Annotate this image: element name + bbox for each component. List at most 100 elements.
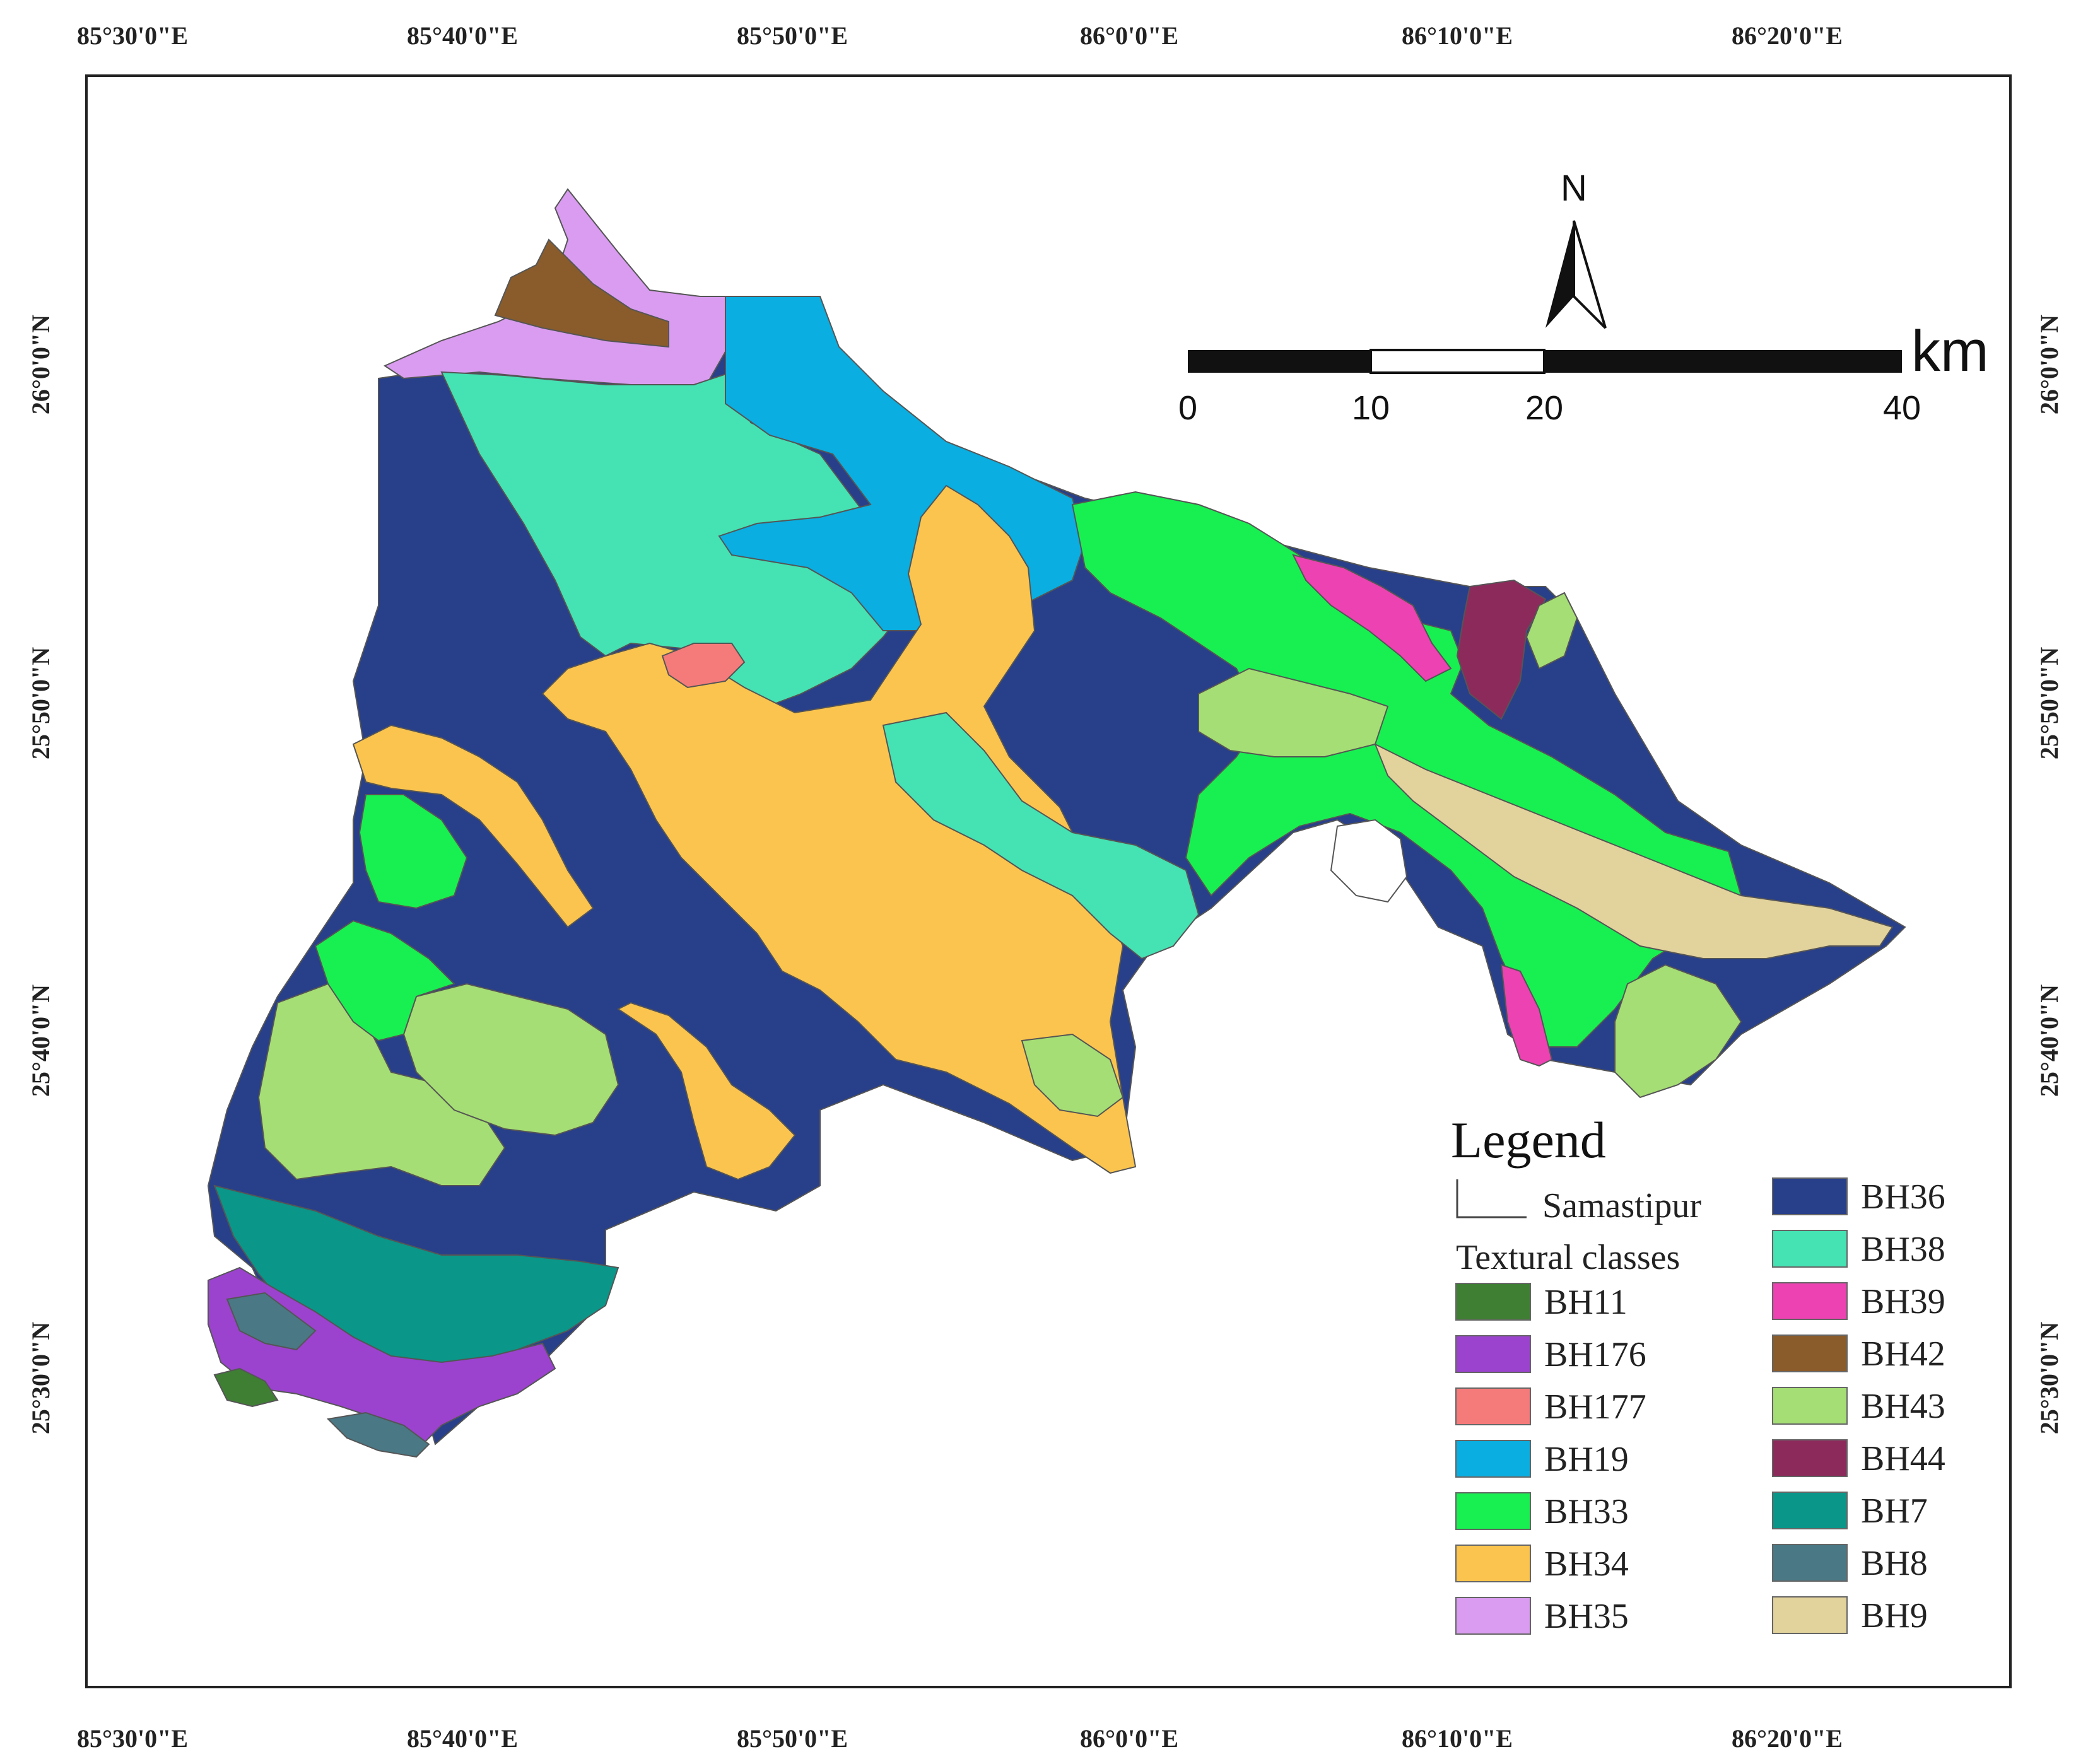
samastipur-district xyxy=(207,188,1906,1458)
legend-swatch-bh9 xyxy=(1772,1596,1848,1634)
region-BH42 xyxy=(494,238,669,348)
legend-swatch-bh33 xyxy=(1455,1492,1531,1530)
bottom-tick-label: 86°0'0"E xyxy=(1080,1724,1178,1753)
region-BH8-a xyxy=(226,1292,317,1351)
boundary-label: Samastipur xyxy=(1542,1186,1701,1225)
boundary-symbol xyxy=(1456,1179,1527,1218)
region-BH39-south xyxy=(1500,964,1553,1067)
legend-title: Legend xyxy=(1451,1111,1606,1169)
scale-unit: km xyxy=(1911,319,1989,383)
region-BH43-midsouth xyxy=(1021,1033,1124,1118)
legend-label-bh9: BH9 xyxy=(1861,1596,1928,1635)
top-tick-label: 85°40'0"E xyxy=(407,21,518,50)
bottom-tick-label: 85°30'0"E xyxy=(77,1724,188,1753)
region-BH34-west xyxy=(352,724,594,928)
legend-swatch-bh39 xyxy=(1772,1282,1848,1320)
bottom-tick-labels: 85°30'0"E 85°40'0"E 85°50'0"E 86°0'0"E 86°10… xyxy=(77,1724,1843,1753)
region-BH177 xyxy=(661,643,746,689)
region-BH43-central xyxy=(402,983,619,1136)
classes-heading: Textural classes xyxy=(1456,1238,1680,1277)
bottom-tick-label: 86°10'0"E xyxy=(1402,1724,1513,1753)
region-gap xyxy=(1330,819,1408,903)
legend-label-bh38: BH38 xyxy=(1861,1230,1945,1269)
scale-label-10: 10 xyxy=(1352,389,1390,427)
north-arrow: N xyxy=(1545,168,1607,329)
left-tick-labels: 26°0'0"N 25°50'0"N 25°40'0"N 25°30'0"N xyxy=(26,315,55,1434)
legend-label-bh39: BH39 xyxy=(1861,1282,1945,1321)
scale-seg-20-40 xyxy=(1544,350,1902,373)
region-BH176 xyxy=(208,1266,556,1446)
left-tick-label: 25°50'0"N xyxy=(26,647,55,759)
legend-label-bh176: BH176 xyxy=(1544,1335,1646,1374)
right-tick-label: 25°40'0"N xyxy=(2035,984,2063,1097)
scale-label-40: 40 xyxy=(1883,389,1921,427)
region-BH43-southeast xyxy=(1614,964,1742,1099)
bottom-tick-label: 85°50'0"E xyxy=(737,1724,848,1753)
region-BH34-south xyxy=(617,1002,796,1181)
legend-swatch-bh11 xyxy=(1455,1283,1531,1321)
left-tick-label: 26°0'0"N xyxy=(26,315,55,414)
bottom-tick-label: 86°20'0"E xyxy=(1732,1724,1843,1753)
region-BH33-west2 xyxy=(358,794,468,909)
region-BH43-east xyxy=(1198,667,1389,757)
right-tick-label: 25°50'0"N xyxy=(2035,647,2063,759)
legend-items: BH11 BH176 BH177 BH19 BH33 BH34 BH35 BH36 BH38 BH… xyxy=(1455,1177,1945,1636)
scale-label-20: 20 xyxy=(1525,389,1563,427)
bottom-tick-label: 85°40'0"E xyxy=(407,1724,518,1753)
legend-label-bh35: BH35 xyxy=(1544,1597,1629,1636)
north-label: N xyxy=(1561,168,1587,209)
region-BH44 xyxy=(1456,579,1547,720)
legend-label-bh177: BH177 xyxy=(1544,1387,1646,1427)
legend-label-bh19: BH19 xyxy=(1544,1440,1629,1479)
legend-label-bh42: BH42 xyxy=(1861,1335,1945,1374)
right-tick-label: 25°30'0"N xyxy=(2035,1322,2063,1434)
scale-seg-0-10 xyxy=(1188,350,1371,373)
scale-seg-10-20 xyxy=(1370,349,1545,374)
legend-label-bh33: BH33 xyxy=(1544,1492,1629,1531)
top-tick-label: 85°50'0"E xyxy=(737,21,848,50)
top-tick-label: 85°30'0"E xyxy=(77,21,188,50)
right-tick-labels: 26°0'0"N 25°50'0"N 25°40'0"N 25°30'0"N xyxy=(2035,315,2063,1434)
legend-swatch-bh43 xyxy=(1772,1387,1848,1425)
top-tick-label: 86°20'0"E xyxy=(1732,21,1843,50)
legend-swatch-bh35 xyxy=(1455,1597,1531,1635)
top-tick-labels: 85°30'0"E 85°40'0"E 85°50'0"E 86°0'0"E 86°10… xyxy=(77,21,1843,50)
legend-label-bh43: BH43 xyxy=(1861,1387,1945,1426)
legend-label-bh7: BH7 xyxy=(1861,1492,1928,1531)
region-BH38-north xyxy=(440,371,910,714)
region-BH43-ne xyxy=(1525,592,1578,670)
legend-swatch-bh38 xyxy=(1772,1230,1848,1268)
top-tick-label: 86°0'0"E xyxy=(1080,21,1178,50)
region-BH11 xyxy=(213,1367,279,1408)
legend-label-bh34: BH34 xyxy=(1544,1545,1629,1584)
region-BH38-mid xyxy=(882,711,1200,960)
legend-swatch-bh36 xyxy=(1772,1177,1848,1215)
scale-label-0: 0 xyxy=(1178,389,1197,427)
top-tick-label: 86°10'0"E xyxy=(1402,21,1513,50)
right-tick-label: 26°0'0"N xyxy=(2035,315,2063,414)
legend-swatch-bh34 xyxy=(1455,1545,1531,1582)
north-arrow-outline xyxy=(1573,220,1607,329)
region-BH39-north xyxy=(1292,554,1452,682)
legend-label-bh11: BH11 xyxy=(1544,1283,1628,1322)
legend-swatch-bh44 xyxy=(1772,1439,1848,1477)
legend-swatch-bh19 xyxy=(1455,1440,1531,1478)
left-tick-label: 25°30'0"N xyxy=(26,1322,55,1434)
legend-label-bh44: BH44 xyxy=(1861,1439,1945,1478)
legend: Legend Samastipur Textural classes BH11B… xyxy=(1451,1111,1945,1636)
region-BH8-b xyxy=(326,1411,430,1458)
scale-bar: km 0 10 20 40 xyxy=(1178,319,1989,427)
legend-label-bh8: BH8 xyxy=(1861,1544,1928,1583)
legend-swatch-bh8 xyxy=(1772,1544,1848,1582)
legend-swatch-bh7 xyxy=(1772,1492,1848,1529)
north-arrow-icon xyxy=(1545,221,1574,328)
legend-swatch-bh42 xyxy=(1772,1335,1848,1372)
legend-swatch-bh176 xyxy=(1455,1335,1531,1373)
region-BH43-west xyxy=(257,983,506,1186)
region-BH9 xyxy=(1374,742,1894,959)
region-BH33-west xyxy=(314,920,455,1042)
legend-label-bh36: BH36 xyxy=(1861,1177,1945,1217)
legend-swatch-bh177 xyxy=(1455,1387,1531,1425)
left-tick-label: 25°40'0"N xyxy=(26,984,55,1097)
